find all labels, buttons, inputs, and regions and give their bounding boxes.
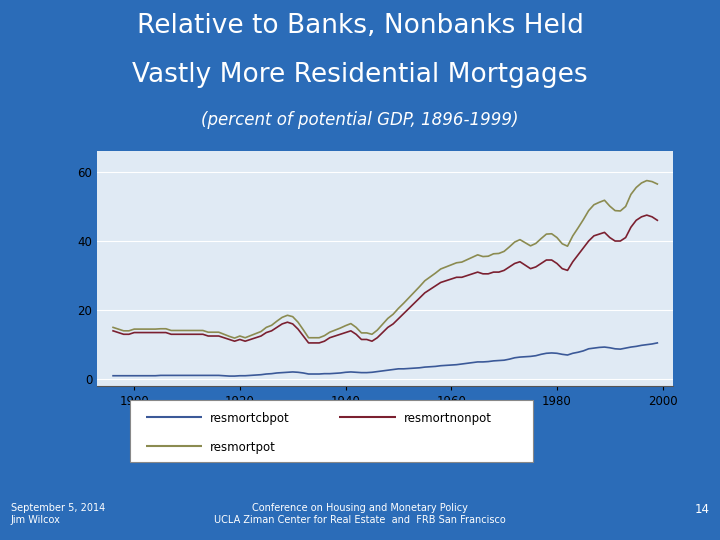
Text: Conference on Housing and Monetary Policy
UCLA Ziman Center for Real Estate  and: Conference on Housing and Monetary Polic… xyxy=(214,503,506,525)
Line: resmortnonpot: resmortnonpot xyxy=(113,215,657,343)
resmortpot xyxy=(251,330,260,337)
resmortnonpot xyxy=(305,340,313,346)
resmortpot xyxy=(273,318,282,325)
resmortnonpot xyxy=(246,336,255,343)
resmortcbpot xyxy=(384,367,392,374)
Text: 14: 14 xyxy=(694,503,709,516)
resmortcbpot xyxy=(225,373,233,379)
resmortpot xyxy=(642,177,651,184)
resmortcbpot xyxy=(653,340,662,346)
resmortpot xyxy=(611,207,619,214)
resmortpot xyxy=(384,315,392,322)
resmortnonpot xyxy=(653,217,662,224)
resmortcbpot xyxy=(611,346,619,352)
resmortcbpot xyxy=(125,373,133,379)
Text: resmortcbpot: resmortcbpot xyxy=(210,411,290,425)
resmortnonpot xyxy=(109,328,117,334)
resmortcbpot xyxy=(637,342,646,349)
resmortpot xyxy=(653,181,662,187)
X-axis label: year: year xyxy=(372,413,399,426)
Text: (percent of potential GDP, 1896-1999): (percent of potential GDP, 1896-1999) xyxy=(202,111,518,129)
resmortnonpot xyxy=(125,331,133,338)
resmortcbpot xyxy=(273,370,282,376)
resmortpot xyxy=(230,335,239,341)
resmortnonpot xyxy=(637,214,646,220)
resmortcbpot xyxy=(251,372,260,379)
resmortnonpot xyxy=(384,324,392,330)
Line: resmortcbpot: resmortcbpot xyxy=(113,343,657,376)
Text: Vastly More Residential Mortgages: Vastly More Residential Mortgages xyxy=(132,62,588,88)
resmortpot xyxy=(109,324,117,330)
Text: resmortnonpot: resmortnonpot xyxy=(404,411,492,425)
Text: Relative to Banks, Nonbanks Held: Relative to Banks, Nonbanks Held xyxy=(137,14,583,39)
resmortpot xyxy=(637,180,646,186)
Text: resmortpot: resmortpot xyxy=(210,441,276,454)
resmortnonpot xyxy=(611,238,619,244)
Line: resmortpot: resmortpot xyxy=(113,180,657,338)
resmortnonpot xyxy=(267,328,276,334)
resmortpot xyxy=(125,328,133,334)
FancyBboxPatch shape xyxy=(130,400,533,462)
resmortcbpot xyxy=(109,373,117,379)
Text: September 5, 2014
Jim Wilcox: September 5, 2014 Jim Wilcox xyxy=(11,503,105,525)
resmortnonpot xyxy=(642,212,651,218)
